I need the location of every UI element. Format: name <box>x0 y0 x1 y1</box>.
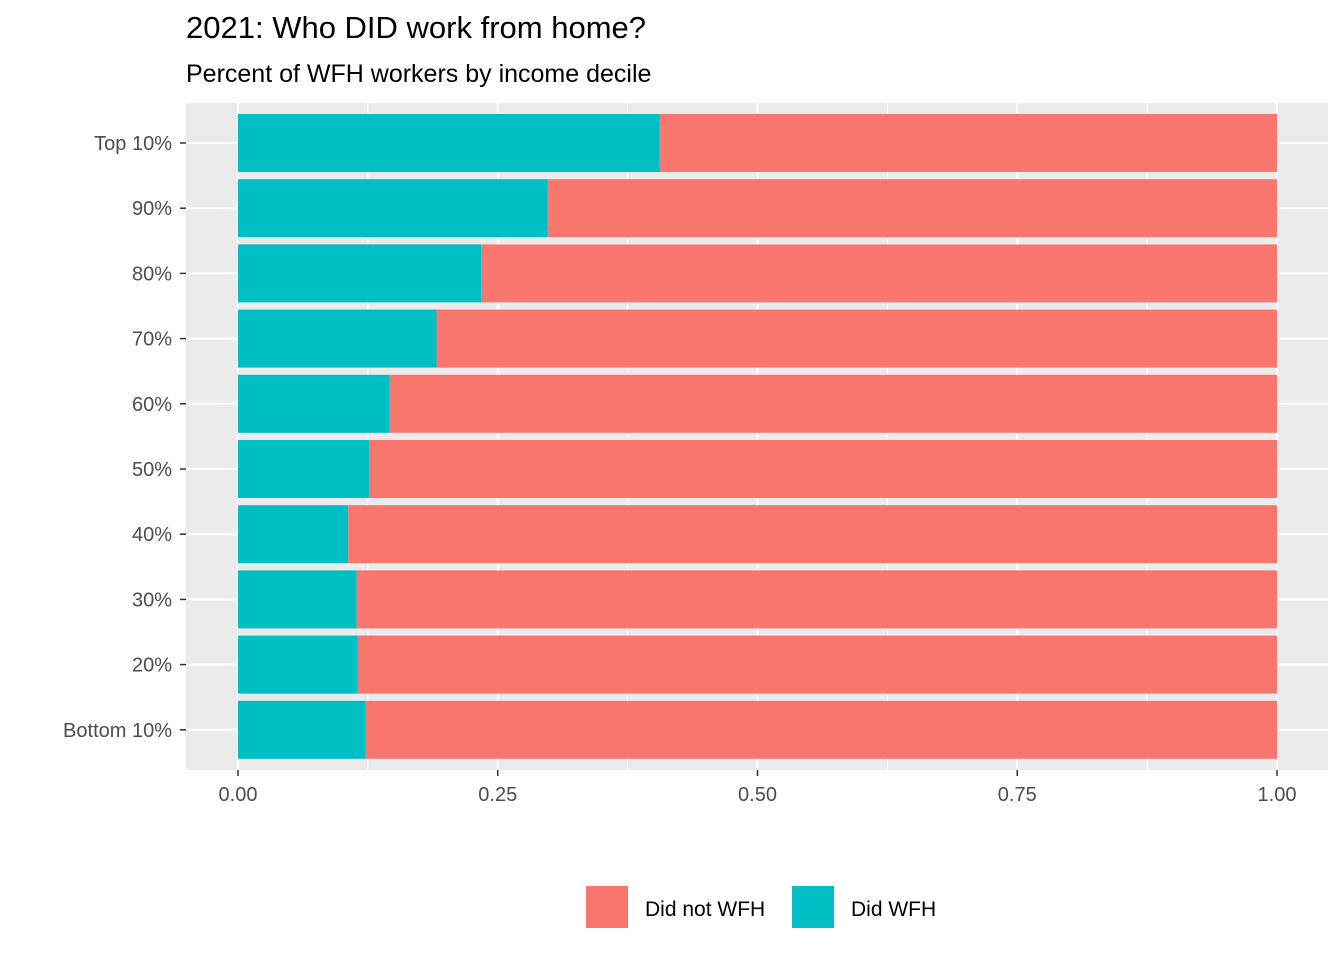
legend-label-did-not-wfh: Did not WFH <box>645 898 765 921</box>
y-tick-label: Bottom 10% <box>63 720 172 742</box>
bar-did-wfh-50 <box>238 440 369 498</box>
bar-did-not-wfh-50 <box>368 440 1277 498</box>
bar-did-not-wfh-bottom-10 <box>365 700 1277 759</box>
bar-did-wfh-90 <box>238 179 548 238</box>
bar-did-not-wfh-60 <box>389 374 1278 433</box>
bar-did-not-wfh-90 <box>547 179 1277 238</box>
x-tick-label: 1.00 <box>1258 784 1297 806</box>
y-tick-label: 70% <box>132 329 172 351</box>
bar-did-wfh-70 <box>238 309 437 368</box>
bars <box>238 114 1278 759</box>
y-tick-label: 30% <box>132 589 172 611</box>
bar-did-not-wfh-top-10 <box>659 114 1277 172</box>
y-tick-label: 20% <box>132 655 172 677</box>
y-tick-label: 80% <box>132 263 172 285</box>
x-tick-label: 0.75 <box>998 784 1037 806</box>
y-tick-label: 60% <box>132 394 172 416</box>
bar-did-wfh-bottom-10 <box>238 700 366 759</box>
x-tick-label: 0.50 <box>738 784 777 806</box>
y-tick-label: Top 10% <box>94 133 172 155</box>
bar-did-wfh-30 <box>238 570 357 629</box>
chart-subtitle: Percent of WFH workers by income decile <box>186 60 652 88</box>
x-tick-label: 0.00 <box>219 784 258 806</box>
x-tick-label: 0.25 <box>478 784 517 806</box>
bar-did-wfh-top-10 <box>238 114 660 172</box>
bar-did-not-wfh-80 <box>481 244 1278 303</box>
legend-key-did-not-wfh <box>586 886 628 928</box>
bar-did-wfh-20 <box>238 635 358 694</box>
y-axis: Top 10% 90% 80% 70% 60% 50% 40% 30% 20% Bottom 10… <box>63 133 186 742</box>
y-tick-label: 50% <box>132 459 172 481</box>
bar-did-not-wfh-40 <box>348 505 1277 564</box>
bar-did-not-wfh-70 <box>436 309 1278 368</box>
bar-did-not-wfh-30 <box>356 570 1277 629</box>
bar-did-wfh-80 <box>238 244 482 303</box>
y-tick-label: 40% <box>132 524 172 546</box>
legend-label-did-wfh: Did WFH <box>851 898 936 921</box>
legend: Did not WFH Did WFH <box>586 886 936 928</box>
bar-did-not-wfh-20 <box>357 635 1277 694</box>
y-tick-label: 90% <box>132 198 172 220</box>
x-axis: 0.00 0.25 0.50 0.75 1.00 <box>219 770 1297 806</box>
bar-did-wfh-40 <box>238 505 349 564</box>
bar-did-wfh-60 <box>238 374 390 433</box>
legend-key-did-wfh <box>792 886 834 928</box>
chart-title: 2021: Who DID work from home? <box>186 10 647 45</box>
